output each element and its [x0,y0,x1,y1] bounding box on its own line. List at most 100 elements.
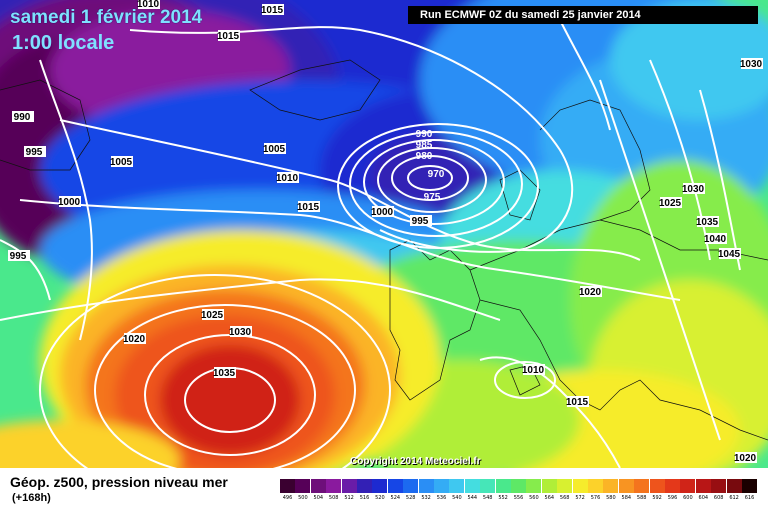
scale-tick-label: 552 [498,495,508,501]
scale-tick-label: 528 [405,495,416,501]
svg-text:995: 995 [412,216,429,227]
scale-tick-label: 548 [482,495,493,501]
scale-tick-label: 572 [575,495,585,501]
scale-tick-label: 616 [744,495,755,501]
svg-text:1035: 1035 [696,217,719,228]
scale-swatch [357,479,372,493]
scale-swatch [634,479,650,493]
weather-map: 1015 1010 1015 990 995 1005 1000 995 100… [0,0,768,468]
scale-swatch [649,479,665,493]
scale-swatch [557,479,573,493]
scale-swatch [280,479,295,493]
scale-swatch [680,479,696,493]
model-run-info: Run ECMWF 0Z du samedi 25 janvier 2014 [408,6,758,24]
scale-swatch [372,479,388,493]
svg-text:1045: 1045 [718,249,741,260]
scale-tick-label: 592 [652,495,662,501]
svg-text:985: 985 [416,140,433,151]
svg-text:1015: 1015 [217,31,240,42]
svg-text:1015: 1015 [297,202,320,213]
scale-swatch [541,479,557,493]
scale-swatch [434,479,449,493]
color-scale-legend: 496 500 504 508 512 516 520 524 528 532 536 540 544 5… [280,479,760,507]
svg-text:1025: 1025 [201,310,224,321]
scale-tick-label: 588 [636,495,647,501]
scale-swatch [295,479,311,493]
scale-swatch [418,479,434,493]
scale-swatch [711,479,727,493]
scale-tick-label: 556 [513,495,524,501]
scale-swatch [588,479,603,493]
scale-tick-label: 580 [606,495,616,501]
svg-text:980: 980 [416,151,433,162]
scale-tick-label: 504 [313,495,324,501]
svg-text:1020: 1020 [734,453,757,464]
scale-tick-label: 520 [375,495,385,501]
scale-tick-label: 596 [667,495,678,501]
svg-text:1020: 1020 [123,334,146,345]
scale-tick-label: 604 [698,495,709,501]
svg-text:1025: 1025 [659,198,682,209]
scale-tick-label: 540 [452,495,462,501]
svg-text:1015: 1015 [261,5,284,16]
svg-text:1000: 1000 [371,207,394,218]
scale-tick-label: 532 [421,495,431,501]
scale-tick-label: 500 [298,495,308,501]
geopotential-field: 1015 1010 1015 990 995 1005 1000 995 100… [0,0,768,468]
svg-text:1040: 1040 [704,234,727,245]
scale-tick-label: 536 [436,495,447,501]
scale-swatch [695,479,711,493]
svg-text:995: 995 [26,147,43,158]
svg-text:1005: 1005 [110,157,133,168]
svg-text:970: 970 [428,169,445,180]
scale-tick-label: 568 [559,495,570,501]
svg-text:1010: 1010 [137,0,160,10]
scale-tick-label: 508 [328,495,339,501]
svg-text:1020: 1020 [579,287,602,298]
svg-text:1030: 1030 [682,184,705,195]
svg-text:990: 990 [416,129,433,140]
scale-swatch [449,479,465,493]
svg-text:1010: 1010 [276,173,299,184]
scale-swatch [572,479,588,493]
forecast-date-title: samedi 1 février 2014 [10,7,203,28]
scale-tick-label: 564 [544,495,555,501]
scale-swatch [480,479,496,493]
scale-tick-label: 608 [713,495,724,501]
copyright-notice: Copyright 2014 Meteociel.fr [350,456,481,467]
scale-swatch [665,479,680,493]
scale-swatch [726,479,742,493]
scale-tick-label: 576 [590,495,601,501]
svg-text:995: 995 [10,251,27,262]
scale-swatch [403,479,419,493]
scale-swatch [742,479,757,493]
forecast-map-canvas: 1015 1010 1015 990 995 1005 1000 995 100… [0,0,768,468]
coastlines [0,59,768,441]
scale-tick-label: 560 [529,495,539,501]
scale-swatch [310,479,326,493]
svg-text:1030: 1030 [229,327,252,338]
scale-tick-label: 584 [621,495,632,501]
scale-swatch [495,479,511,493]
scale-tick-label: 516 [359,495,370,501]
forecast-local-time: 1:00 locale [12,32,115,54]
scale-tick-label: 612 [729,495,739,501]
scale-swatch [341,479,357,493]
svg-text:975: 975 [424,192,441,203]
scale-swatch [511,479,526,493]
scale-tick-label: 496 [282,495,293,501]
scale-swatch [603,479,619,493]
svg-text:1005: 1005 [263,144,286,155]
parameter-label: Géop. z500, pression niveau mer [10,474,228,490]
scale-tick-label: 512 [344,495,354,501]
pressure-labels: 1015 1010 1015 990 995 1005 1000 995 100… [8,0,763,464]
scale-tick-label: 600 [683,495,693,501]
scale-swatch [464,479,480,493]
map-footer: Géop. z500, pression niveau mer (+168h) … [0,468,768,512]
scale-swatch [326,479,342,493]
scale-swatch [387,479,403,493]
svg-text:1000: 1000 [58,197,81,208]
svg-text:1035: 1035 [213,368,236,379]
scale-tick-label: 524 [390,495,401,501]
scale-tick-label: 544 [467,495,478,501]
